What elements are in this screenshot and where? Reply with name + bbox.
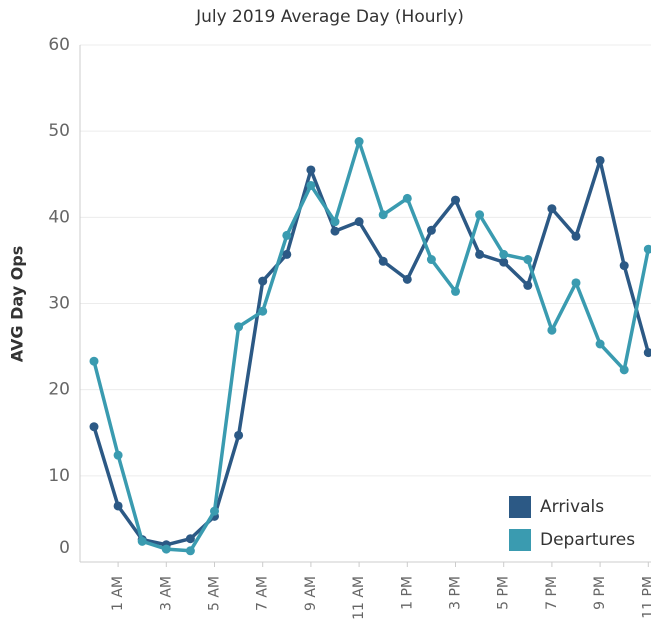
data-point bbox=[258, 276, 268, 286]
chart-title: July 2019 Average Day (Hourly) bbox=[195, 7, 464, 27]
y-tick-label: 10 bbox=[48, 466, 70, 486]
data-point bbox=[547, 204, 557, 214]
data-point bbox=[499, 257, 509, 267]
data-point bbox=[306, 165, 316, 175]
legend-label: Arrivals bbox=[540, 497, 604, 517]
x-tick-label: 5 PM bbox=[496, 576, 512, 610]
x-tick-label: 3 AM bbox=[158, 576, 174, 611]
x-tick-label: 7 AM bbox=[255, 576, 271, 611]
data-point bbox=[619, 261, 629, 271]
y-tick-label: 30 bbox=[48, 294, 70, 314]
data-point bbox=[185, 534, 195, 544]
data-point bbox=[571, 231, 581, 241]
x-tick-label: 11 AM bbox=[351, 576, 367, 620]
data-point bbox=[113, 501, 123, 511]
data-point bbox=[210, 506, 219, 516]
data-point bbox=[451, 286, 460, 296]
x-tick-label: 5 AM bbox=[207, 576, 223, 611]
data-point bbox=[426, 255, 436, 265]
x-tick-label: 9 PM bbox=[592, 576, 608, 610]
data-point bbox=[282, 230, 292, 240]
data-point bbox=[402, 193, 412, 203]
y-tick-label: 50 bbox=[48, 121, 70, 141]
data-point bbox=[547, 325, 557, 335]
series-line bbox=[92, 139, 651, 553]
data-point bbox=[89, 356, 99, 366]
data-point bbox=[330, 226, 340, 236]
y-tick-label: 0 bbox=[59, 538, 70, 558]
data-point bbox=[402, 274, 412, 284]
data-point bbox=[475, 249, 485, 259]
legend-swatch bbox=[509, 529, 531, 551]
legend-label: Departures bbox=[540, 530, 635, 550]
x-tick-label: 9 AM bbox=[303, 576, 319, 611]
x-tick-label: 7 PM bbox=[544, 576, 560, 610]
x-tick-label: 1 PM bbox=[399, 576, 415, 610]
data-point bbox=[258, 306, 268, 316]
y-axis-label: AVG Day Ops bbox=[8, 246, 27, 363]
data-point bbox=[619, 365, 629, 375]
data-point bbox=[595, 155, 605, 165]
data-point bbox=[426, 225, 436, 235]
x-tick-label: 1 AM bbox=[110, 576, 126, 611]
data-point bbox=[137, 536, 147, 546]
data-point bbox=[643, 348, 651, 358]
data-point bbox=[234, 430, 244, 440]
x-tick-label: 11 PM bbox=[640, 576, 651, 619]
data-point bbox=[113, 450, 123, 460]
data-point bbox=[354, 137, 364, 147]
data-point bbox=[234, 322, 244, 332]
y-tick-label: 40 bbox=[48, 207, 70, 227]
y-tick-label: 60 bbox=[48, 35, 70, 55]
data-point bbox=[451, 195, 460, 205]
x-tick-label: 3 PM bbox=[448, 576, 464, 610]
data-point bbox=[89, 422, 99, 432]
data-point bbox=[330, 217, 340, 227]
y-tick-label: 20 bbox=[48, 380, 70, 400]
data-point bbox=[306, 180, 316, 190]
data-point bbox=[475, 210, 485, 220]
data-point bbox=[282, 249, 292, 259]
series-line bbox=[92, 158, 650, 547]
data-point bbox=[378, 210, 388, 220]
data-point bbox=[571, 278, 581, 288]
data-point bbox=[523, 255, 533, 265]
data-point bbox=[185, 546, 195, 556]
data-point bbox=[354, 217, 364, 227]
data-point bbox=[161, 544, 171, 554]
data-point bbox=[378, 256, 388, 266]
legend-swatch bbox=[509, 496, 531, 518]
data-point bbox=[643, 244, 651, 254]
data-point bbox=[499, 249, 509, 259]
data-point bbox=[595, 339, 605, 349]
data-point bbox=[523, 280, 533, 290]
